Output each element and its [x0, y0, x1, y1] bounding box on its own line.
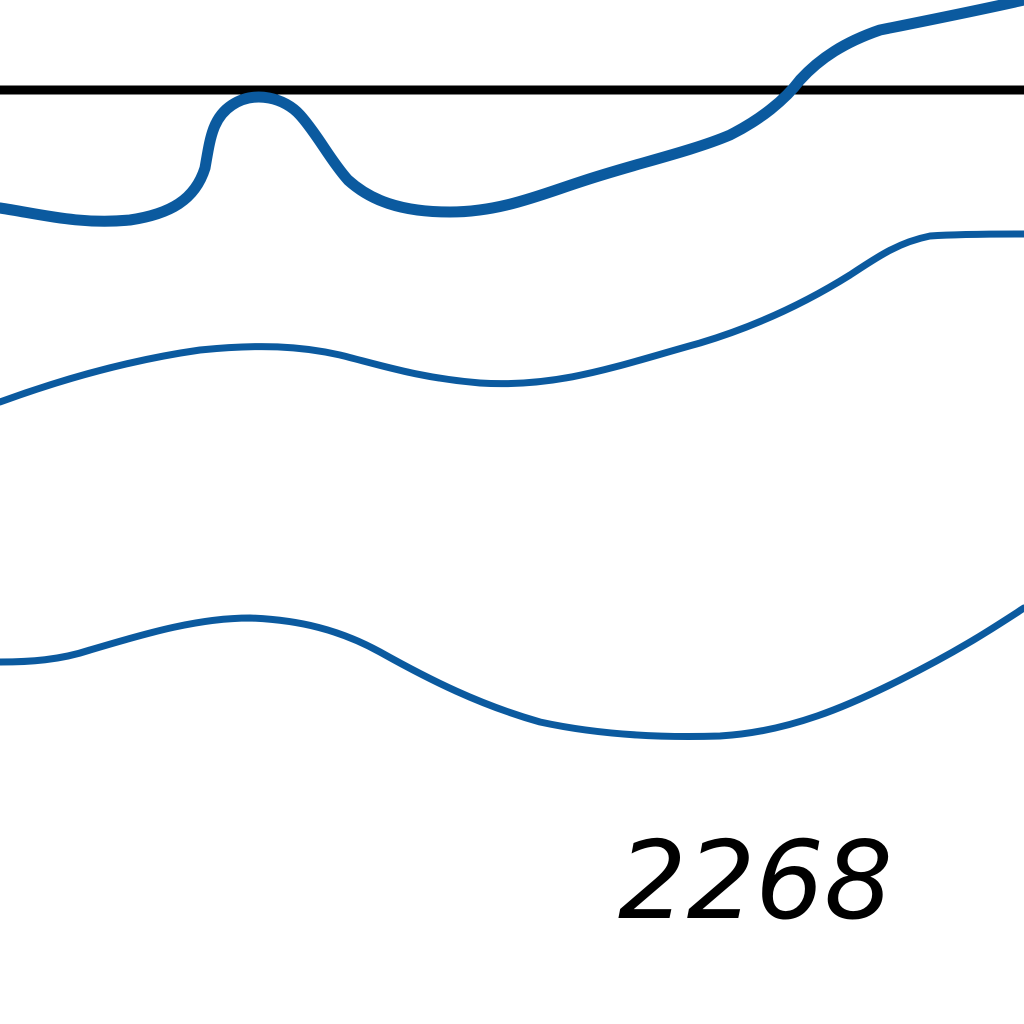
contour-3: [0, 604, 1024, 741]
index-contour: [0, 0, 1024, 227]
contour-2: [0, 230, 1024, 406]
elevation-label: 2268: [618, 819, 893, 944]
